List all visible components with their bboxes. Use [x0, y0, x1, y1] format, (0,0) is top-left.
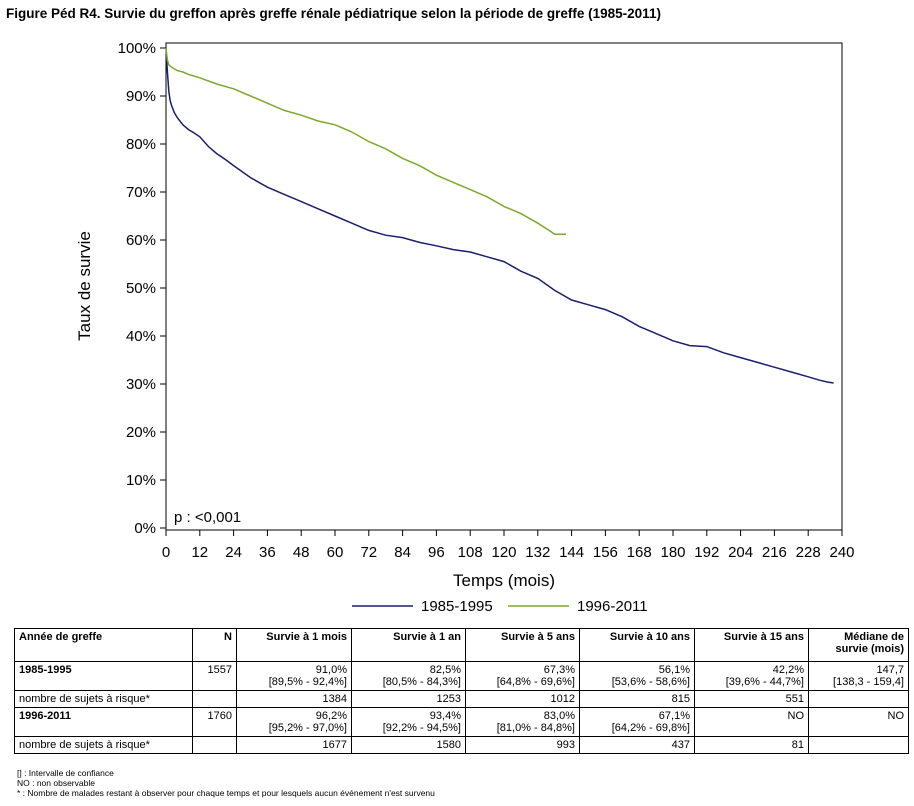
value-cell: 67,3% [64,8% - 69,6%] — [465, 661, 580, 691]
header-cell: Survie à 1 an — [351, 628, 466, 662]
table-header-row: Année de greffe N Survie à 1 mois Survie… — [14, 628, 909, 662]
n-cell: 1557 — [192, 661, 237, 691]
y-axis-label: Taux de survie — [75, 231, 94, 341]
value-cell: 42,2% [39,6% - 44,7%] — [694, 661, 809, 691]
x-tick-label: 24 — [225, 544, 242, 561]
value-cell: 96,2% [95,2% - 97,0%] — [236, 707, 352, 737]
row-label: nombre de sujets à risque* — [14, 736, 193, 754]
value-cell: 67,1% [64,2% - 69,8%] — [579, 707, 695, 737]
x-tick-label: 240 — [829, 544, 854, 561]
y-axis: 0% 10% 20% 30% 40% 50% 60% 70% 80% 90% 100% — [118, 40, 166, 537]
x-tick-label: 48 — [293, 544, 310, 561]
row-label: nombre de sujets à risque* — [14, 690, 193, 708]
header-cell: Survie à 15 ans — [694, 628, 809, 662]
value-cell — [808, 736, 909, 754]
value-cell: 93,4% [92,2% - 94,5%] — [351, 707, 466, 737]
x-tick-label: 96 — [428, 544, 445, 561]
series-lines — [165, 47, 834, 384]
header-cell: Survie à 5 ans — [465, 628, 580, 662]
value-cell: 82,5% [80,5% - 84,3%] — [351, 661, 466, 691]
x-tick-label: 144 — [559, 544, 584, 561]
value-cell: 1253 — [351, 690, 466, 708]
y-tick-label: 100% — [118, 40, 156, 57]
row-label: 1985-1995 — [14, 661, 193, 691]
note-no: NO : non observable — [17, 778, 95, 788]
y-tick-label: 40% — [126, 328, 156, 345]
value-cell — [808, 690, 909, 708]
y-tick-label: 90% — [126, 88, 156, 105]
header-cell: Survie à 1 mois — [236, 628, 352, 662]
y-tick-label: 70% — [126, 184, 156, 201]
y-tick-label: 30% — [126, 376, 156, 393]
x-tick-label: 204 — [728, 544, 753, 561]
y-tick-label: 20% — [126, 424, 156, 441]
table-notes: [] : Intervalle de confiance NO : non ob… — [17, 768, 435, 798]
row-label: 1996-2011 — [14, 707, 193, 737]
y-tick-label: 50% — [126, 280, 156, 297]
value-cell: 551 — [694, 690, 809, 708]
x-tick-label: 108 — [458, 544, 483, 561]
header-cell: Année de greffe — [14, 628, 193, 662]
x-tick-label: 12 — [191, 544, 208, 561]
p-value-annotation: p : <0,001 — [174, 509, 241, 526]
value-cell: 1580 — [351, 736, 466, 754]
x-tick-label: 216 — [762, 544, 787, 561]
x-tick-label: 84 — [394, 544, 411, 561]
series-line-1996-2011 — [165, 47, 566, 235]
x-axis-label: Temps (mois) — [453, 571, 555, 590]
survival-table: Année de greffe N Survie à 1 mois Survie… — [14, 628, 909, 754]
survival-chart: 0% 10% 20% 30% 40% 50% 60% 70% 80% 90% 100% 0 12 24 3… — [75, 40, 855, 615]
value-cell: 1384 — [236, 690, 352, 708]
value-cell: 91,0% [89,5% - 92,4%] — [236, 661, 352, 691]
table-row: 1996-2011 1760 96,2% [95,2% - 97,0%] 93,4… — [14, 707, 909, 737]
value-cell: 147,7 [138,3 - 159,4] — [808, 661, 909, 691]
value-cell: 1677 — [236, 736, 352, 754]
n-cell — [192, 690, 237, 708]
legend: 1985-1995 1996-2011 — [352, 598, 648, 615]
table-row: 1985-1995 1557 91,0% [89,5% - 92,4%] 82,5… — [14, 661, 909, 691]
x-tick-label: 192 — [694, 544, 719, 561]
value-cell: 993 — [465, 736, 580, 754]
x-tick-label: 180 — [660, 544, 685, 561]
value-cell: 815 — [579, 690, 695, 708]
value-cell: 56,1% [53,6% - 58,6%] — [579, 661, 695, 691]
x-tick-label: 120 — [491, 544, 516, 561]
value-cell: NO — [694, 707, 809, 737]
n-cell — [192, 736, 237, 754]
plot-frame — [165, 42, 843, 531]
x-tick-label: 72 — [360, 544, 377, 561]
n-cell: 1760 — [192, 707, 237, 737]
series-line-1985-1995 — [165, 47, 834, 384]
value-cell: 81 — [694, 736, 809, 754]
table-row: nombre de sujets à risque* 1384 1253 101… — [14, 690, 909, 708]
value-cell: 83,0% [81,0% - 84,8%] — [465, 707, 580, 737]
x-axis: 0 12 24 36 48 60 72 84 96 108 120 132 144 156 168 180 19… — [162, 530, 855, 561]
y-tick-label: 60% — [126, 232, 156, 249]
x-tick-label: 36 — [259, 544, 276, 561]
legend-label-1985-1995: 1985-1995 — [421, 598, 493, 615]
value-cell: 437 — [579, 736, 695, 754]
y-tick-label: 0% — [134, 520, 156, 537]
x-tick-label: 0 — [162, 544, 170, 561]
figure-title: Figure Péd R4. Survie du greffon après g… — [6, 6, 661, 21]
header-cell: N — [192, 628, 237, 662]
header-cell: Survie à 10 ans — [579, 628, 695, 662]
y-tick-label: 10% — [126, 472, 156, 489]
y-tick-label: 80% — [126, 136, 156, 153]
note-at-risk: * : Nombre de malades restant à observer… — [17, 788, 435, 798]
x-tick-label: 60 — [327, 544, 344, 561]
x-tick-label: 228 — [796, 544, 821, 561]
x-tick-label: 156 — [593, 544, 618, 561]
table-row: nombre de sujets à risque* 1677 1580 993… — [14, 736, 909, 754]
header-cell: Médiane de survie (mois) — [808, 628, 909, 662]
legend-label-1996-2011: 1996-2011 — [577, 598, 648, 615]
note-ci: [] : Intervalle de confiance — [17, 768, 114, 778]
x-tick-label: 168 — [627, 544, 652, 561]
value-cell: NO — [808, 707, 909, 737]
value-cell: 1012 — [465, 690, 580, 708]
x-tick-label: 132 — [525, 544, 550, 561]
